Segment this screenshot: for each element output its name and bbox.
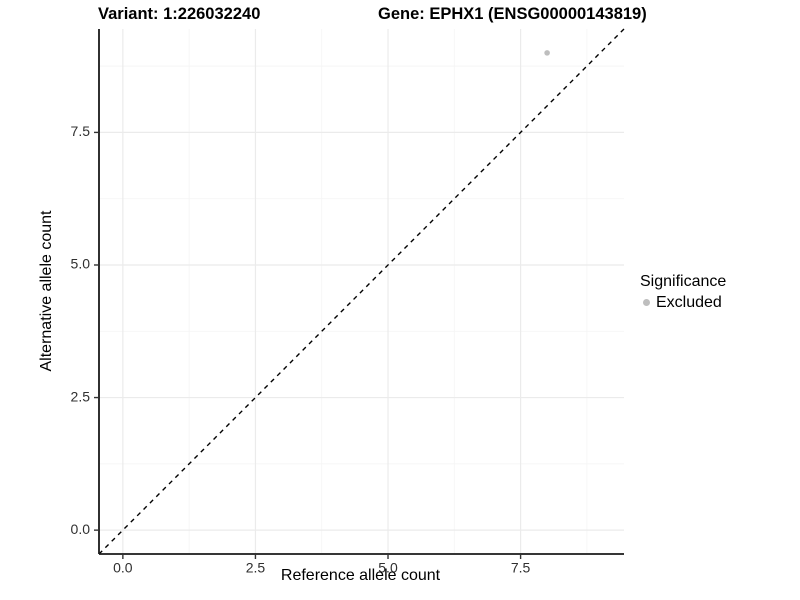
legend: Significance Excluded — [640, 272, 726, 312]
legend-point-icon — [643, 299, 650, 306]
x-tick-label: 0.0 — [113, 559, 133, 575]
x-tick-label: 7.5 — [510, 559, 530, 575]
legend-title: Significance — [640, 273, 727, 290]
y-tick-label: 5.0 — [70, 255, 90, 271]
plot-title-gene: Gene: EPHX1 (ENSG00000143819) — [378, 5, 647, 23]
identity-reference-line — [98, 28, 624, 554]
plot-title-variant: Variant: 1:226032240 — [98, 5, 261, 23]
y-tick-label: 2.5 — [70, 388, 90, 404]
legend-item: Excluded — [640, 293, 726, 312]
legend-item-label: Excluded — [656, 294, 722, 311]
y-axis-title: Alternative allele count — [38, 210, 55, 372]
plot-panel: 0.0 2.5 5.0 7.5 0.0 2.5 5.0 7.5 — [70, 28, 624, 575]
x-axis-title: Reference allele count — [280, 567, 441, 584]
x-tick-label: 5.0 — [378, 559, 398, 575]
y-tick-label: 0.0 — [70, 520, 90, 536]
y-tick-label: 7.5 — [70, 123, 90, 139]
data-point — [543, 49, 550, 56]
x-tick-label: 2.5 — [245, 559, 265, 575]
